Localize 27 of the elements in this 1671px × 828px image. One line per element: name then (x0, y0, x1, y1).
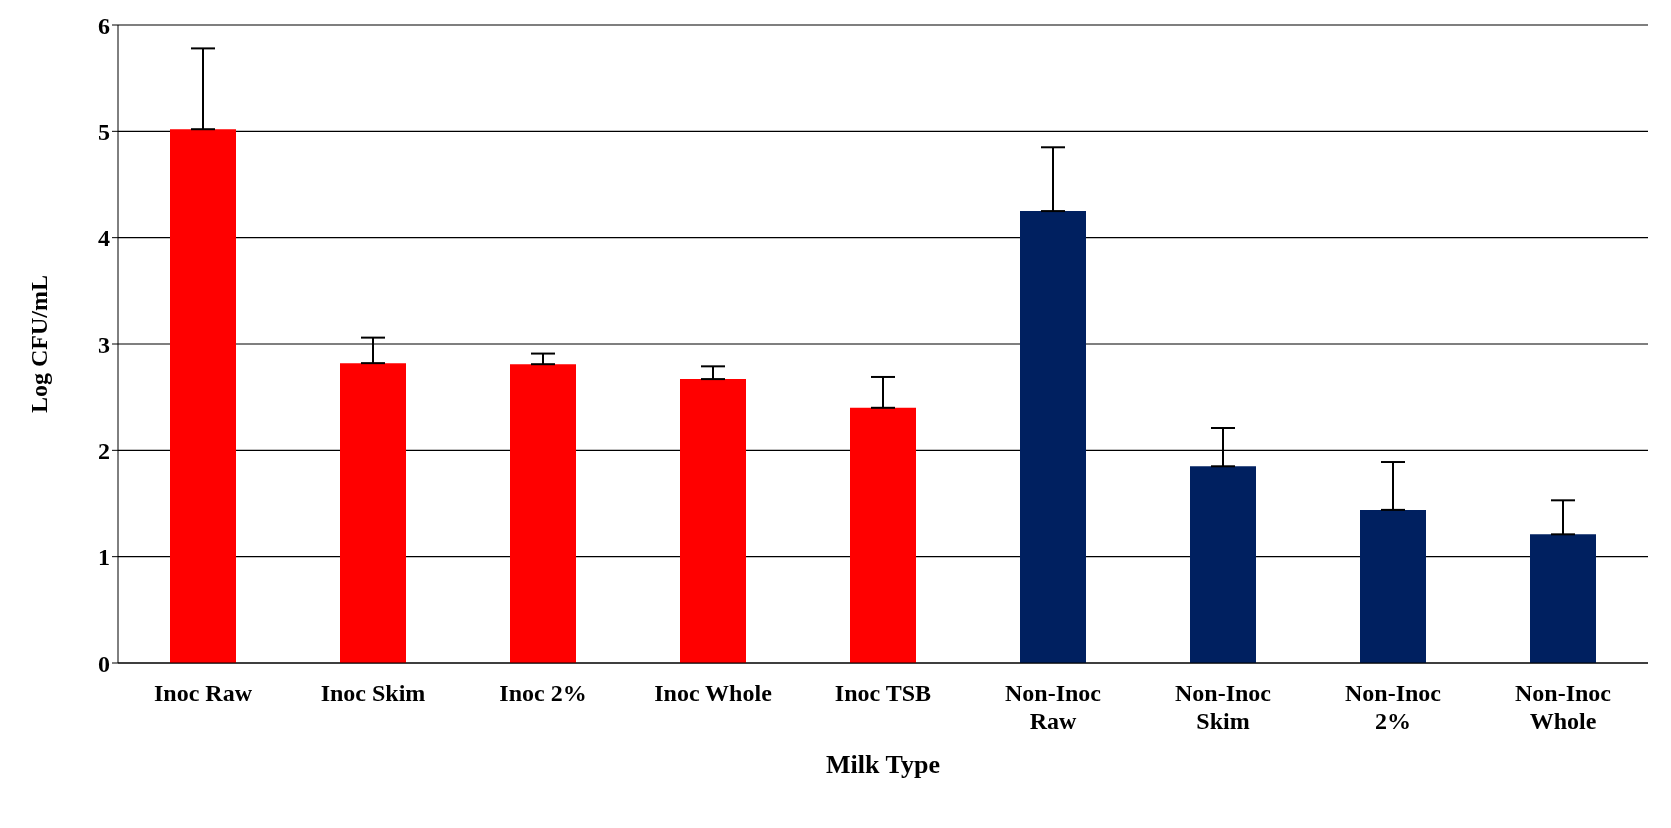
y-tick-label: 2 (98, 437, 110, 464)
x-tick-label: Non-Inoc Whole (1514, 680, 1612, 734)
y-tick-label: 0 (98, 650, 110, 677)
x-axis-title: Milk Type (826, 750, 940, 779)
y-tick-label: 4 (98, 225, 110, 252)
y-tick-label: 3 (98, 331, 110, 358)
x-tick-label: Inoc Raw (153, 680, 253, 706)
x-tick-label: Inoc TSB (834, 680, 932, 706)
x-tick-label: Non-Inoc 2% (1344, 680, 1442, 734)
y-tick-label: 1 (98, 544, 110, 571)
bar (1190, 466, 1256, 663)
y-tick-label: 5 (98, 118, 110, 145)
bar (1360, 509, 1426, 663)
bar (680, 379, 746, 663)
bar (850, 407, 916, 663)
x-tick-label: Non-Inoc Raw (1004, 680, 1102, 734)
x-tick-label: Inoc Skim (320, 680, 426, 706)
x-tick-label: Non-Inoc Skim (1174, 680, 1272, 734)
x-tick-label: Inoc 2% (499, 680, 587, 706)
bar (170, 129, 236, 663)
y-tick-label: 6 (98, 12, 110, 39)
bar (1020, 211, 1086, 663)
y-axis-title: Log CFU/mL (25, 275, 52, 413)
bar (1530, 534, 1596, 663)
x-tick-label: Inoc Whole (654, 680, 773, 706)
bar (340, 363, 406, 663)
bar (510, 364, 576, 663)
